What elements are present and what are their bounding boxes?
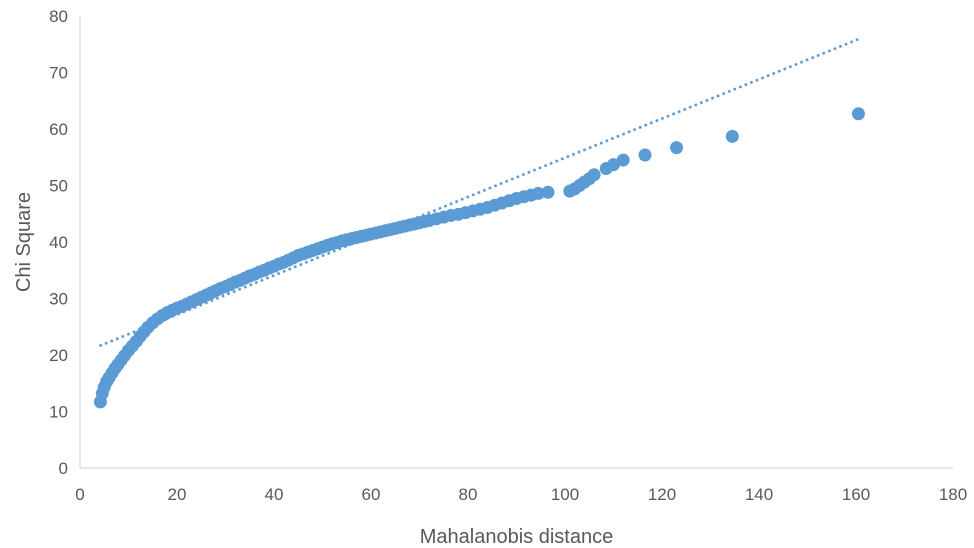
x-axis-title: Mahalanobis distance	[420, 526, 613, 548]
y-axis-ticks: 0 10 20 30 40 50 60 70 80	[49, 7, 68, 478]
y-tick-label: 20	[49, 346, 68, 365]
x-tick-label: 0	[75, 485, 84, 504]
x-tick-label: 140	[745, 485, 773, 504]
y-tick-label: 80	[49, 7, 68, 26]
data-point	[616, 153, 630, 167]
x-tick-label: 40	[265, 485, 284, 504]
data-point	[607, 158, 620, 172]
y-tick-label: 50	[49, 177, 68, 196]
data-point	[725, 129, 739, 143]
data-point	[587, 168, 601, 182]
x-tick-label: 100	[551, 485, 579, 504]
x-tick-label: 80	[459, 485, 478, 504]
y-tick-label: 60	[49, 120, 68, 139]
x-tick-label: 180	[939, 485, 967, 504]
data-point	[670, 141, 684, 155]
y-axis-title: Chi Square	[13, 192, 35, 292]
trendline	[98, 37, 859, 348]
x-tick-label: 20	[168, 485, 187, 504]
data-point	[638, 148, 652, 162]
data-points	[93, 107, 865, 409]
y-tick-label: 10	[49, 403, 68, 422]
x-tick-label: 160	[842, 485, 870, 504]
data-point	[851, 107, 865, 121]
data-point	[531, 186, 545, 200]
y-tick-label: 0	[59, 459, 68, 478]
x-tick-label: 60	[362, 485, 381, 504]
x-axis-ticks: 0 20 40 60 80 100 120 140 160 180	[75, 485, 967, 504]
y-tick-label: 30	[49, 290, 68, 309]
x-tick-label: 120	[648, 485, 676, 504]
trendline-group	[98, 37, 859, 348]
y-tick-label: 40	[49, 233, 68, 252]
data-point	[541, 185, 555, 199]
axes	[79, 16, 953, 469]
y-tick-label: 70	[49, 64, 68, 83]
